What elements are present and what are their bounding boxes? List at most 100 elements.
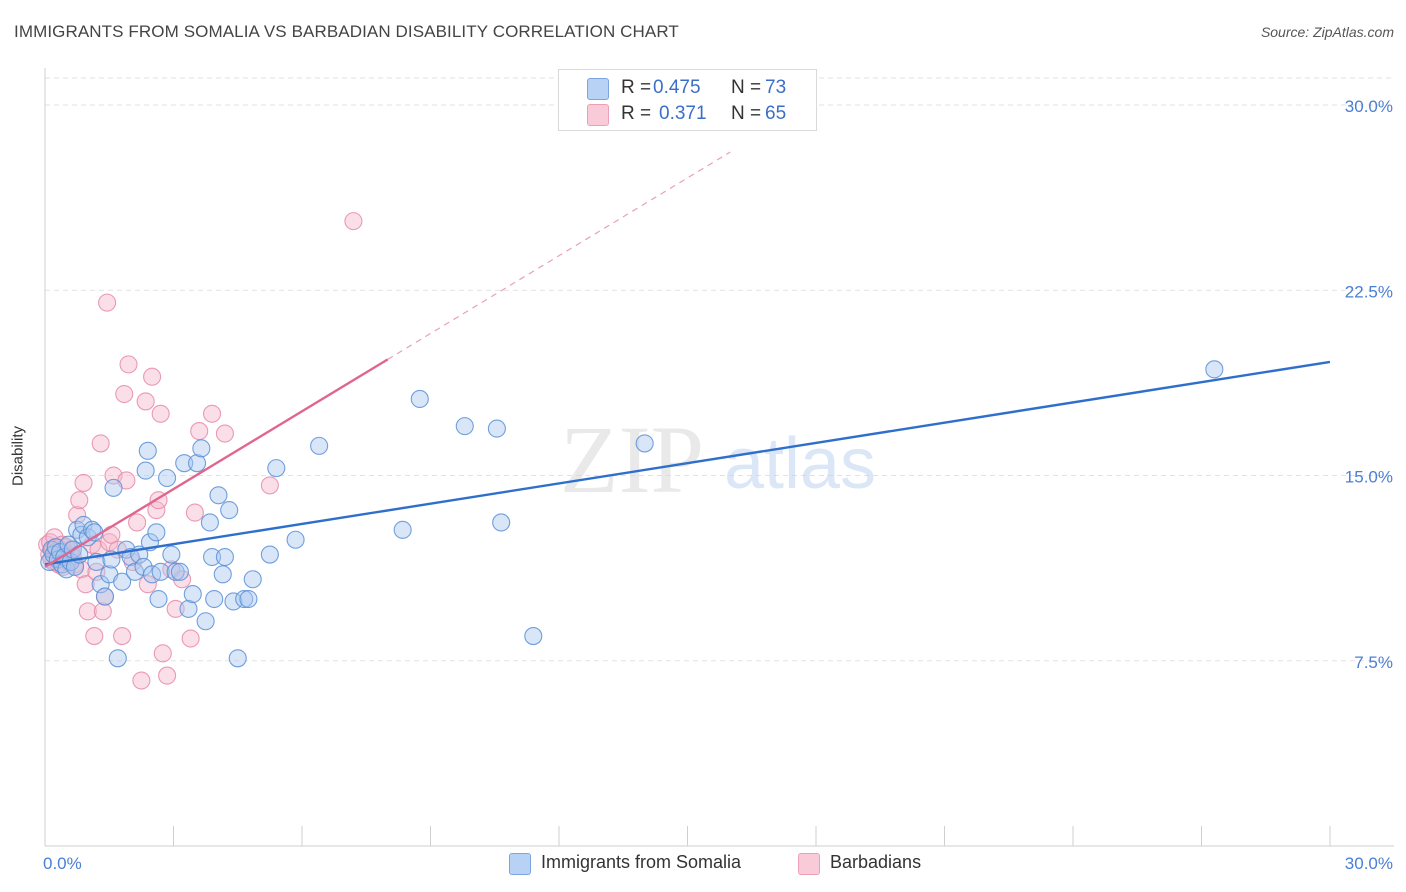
data-point-somalia	[235, 589, 254, 609]
data-point-somalia	[158, 468, 177, 488]
correlation-legend: R = 0.475 N = 73 R = 0.371 N = 65	[558, 69, 817, 131]
data-point-somalia	[1205, 360, 1224, 379]
data-point-barbadians	[85, 627, 104, 646]
data-point-somalia	[220, 501, 239, 520]
data-point-somalia	[410, 389, 429, 409]
x-tick-label: 30.0%	[1345, 854, 1393, 873]
data-point-somalia	[113, 572, 132, 591]
data-point-barbadians	[158, 666, 177, 685]
data-point-somalia	[151, 562, 170, 581]
data-point-barbadians	[166, 599, 185, 618]
trend-lines	[44, 151, 1331, 568]
data-point-barbadians	[153, 644, 172, 663]
data-point-somalia	[95, 587, 115, 606]
data-point-somalia	[455, 417, 474, 436]
data-point-somalia	[166, 562, 185, 581]
series-somalia	[40, 360, 1224, 668]
data-point-barbadians	[70, 491, 89, 510]
data-point-barbadians	[181, 629, 200, 648]
data-point-barbadians	[74, 473, 93, 492]
data-point-somalia	[267, 459, 286, 478]
data-point-somalia	[192, 439, 211, 458]
data-point-somalia	[487, 419, 506, 438]
data-point-somalia	[162, 545, 181, 564]
legend-n-label: N =	[731, 103, 762, 124]
data-point-somalia	[213, 565, 232, 584]
data-point-barbadians	[190, 422, 209, 441]
data-point-somalia	[492, 513, 511, 532]
data-point-barbadians	[98, 293, 117, 312]
data-point-barbadians	[93, 602, 112, 621]
legend-r-label: R =	[621, 77, 652, 98]
axis-ticks: 7.5% 15.0% 22.5% 30.0% 0.0% 30.0%	[43, 97, 1393, 873]
data-point-barbadians	[128, 513, 147, 532]
data-point-somalia	[524, 627, 543, 646]
legend-swatch-barbadians	[587, 104, 609, 126]
data-point-somalia	[224, 592, 243, 611]
data-point-somalia	[170, 562, 189, 581]
legend-n-value: 65	[765, 103, 787, 124]
trend-line-barbadians	[44, 358, 389, 568]
data-point-somalia	[260, 545, 279, 564]
data-point-barbadians	[115, 384, 134, 404]
x-tick-label: 0.0%	[43, 854, 82, 873]
data-point-somalia	[228, 649, 247, 668]
legend-swatch-somalia	[509, 853, 531, 875]
legend-swatch-barbadians	[798, 853, 820, 875]
legend-r-value: 0.475	[653, 77, 701, 98]
data-point-somalia	[635, 434, 654, 453]
y-tick-label: 7.5%	[1354, 653, 1393, 672]
data-point-somalia	[136, 461, 155, 480]
legend-n-label: N =	[731, 77, 762, 98]
data-point-barbadians	[215, 424, 234, 443]
source-label: Source: ZipAtlas.com	[1260, 24, 1394, 40]
series-barbadians	[38, 212, 363, 690]
data-point-barbadians	[344, 212, 363, 231]
data-point-barbadians	[143, 367, 162, 386]
data-point-somalia	[179, 599, 198, 618]
data-point-barbadians	[151, 404, 170, 423]
data-point-barbadians	[132, 671, 151, 690]
trend-line-somalia	[44, 360, 1331, 566]
data-point-somalia	[175, 454, 194, 473]
y-tick-label: 15.0%	[1345, 468, 1393, 487]
y-tick-label: 30.0%	[1345, 97, 1393, 116]
y-tick-label: 22.5%	[1345, 282, 1393, 301]
data-point-somalia	[393, 520, 412, 539]
data-point-barbadians	[136, 392, 155, 411]
data-point-barbadians	[76, 575, 95, 594]
data-point-somalia	[310, 436, 329, 455]
data-point-somalia	[243, 570, 262, 589]
legend-label-somalia: Immigrants from Somalia	[541, 852, 742, 872]
data-point-somalia	[203, 547, 222, 567]
data-point-barbadians	[91, 434, 110, 453]
data-point-somalia	[188, 454, 207, 473]
legend-r-value: 0.371	[659, 103, 707, 124]
chart-title: IMMIGRANTS FROM SOMALIA VS BARBADIAN DIS…	[14, 22, 679, 41]
data-point-barbadians	[203, 404, 222, 423]
data-point-somalia	[183, 585, 202, 604]
data-point-somalia	[108, 649, 127, 668]
data-point-barbadians	[113, 627, 132, 646]
legend-r-label: R =	[621, 103, 652, 124]
data-point-barbadians	[68, 505, 87, 525]
data-point-somalia	[239, 589, 258, 609]
data-point-somalia	[205, 589, 224, 609]
data-point-somalia	[286, 530, 305, 549]
data-point-barbadians	[185, 503, 204, 522]
trend-line-barbadians-extension	[387, 151, 731, 360]
y-axis-label: Disability	[9, 425, 27, 487]
data-point-somalia	[104, 478, 123, 497]
data-point-somalia	[138, 441, 157, 460]
data-point-somalia	[149, 589, 168, 609]
legend-label-barbadians: Barbadians	[830, 852, 922, 872]
data-point-barbadians	[260, 476, 279, 495]
data-point-somalia	[147, 523, 166, 542]
legend-n-value: 73	[765, 77, 787, 98]
data-point-barbadians	[119, 355, 138, 374]
data-point-barbadians	[138, 575, 157, 594]
data-point-barbadians	[173, 570, 192, 589]
data-point-somalia	[200, 513, 219, 532]
data-point-somalia	[196, 612, 215, 631]
